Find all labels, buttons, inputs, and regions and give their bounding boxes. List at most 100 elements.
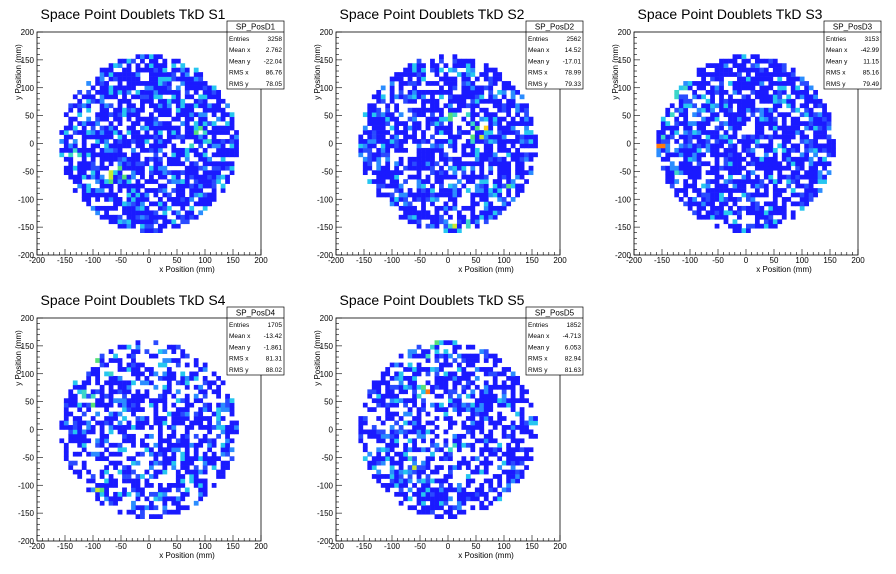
histogram-bin xyxy=(184,210,190,216)
histogram-bin xyxy=(389,456,395,462)
y-tick-label: 100 xyxy=(320,84,334,93)
histogram-bin xyxy=(180,465,186,470)
histogram-bin xyxy=(376,478,382,484)
histogram-bin xyxy=(198,420,204,426)
histogram-bin xyxy=(528,165,534,171)
histogram-bin xyxy=(430,63,435,68)
histogram-bin xyxy=(786,174,792,180)
histogram-bin xyxy=(162,165,168,171)
histogram-bin xyxy=(376,116,382,122)
histogram-bin xyxy=(772,63,778,68)
histogram-bin xyxy=(465,375,471,381)
histogram-bin xyxy=(456,438,462,444)
histogram-bin xyxy=(126,161,132,167)
histogram-bin xyxy=(808,143,814,149)
histogram-bin xyxy=(153,384,159,390)
histogram-bin xyxy=(367,116,373,122)
histogram-bin xyxy=(452,143,458,149)
histogram-bin xyxy=(90,152,96,158)
histogram-bin xyxy=(510,451,516,457)
histogram-bin xyxy=(692,147,698,153)
histogram-bin xyxy=(465,371,471,377)
histogram-bin xyxy=(497,143,503,149)
histogram-bin xyxy=(416,478,422,484)
histogram-bin xyxy=(741,103,747,109)
histogram-bin xyxy=(376,165,382,171)
histogram-bin xyxy=(166,85,172,91)
histogram-bin xyxy=(434,407,440,412)
y-tick-label: 150 xyxy=(618,56,632,65)
histogram-bin xyxy=(135,389,141,395)
histogram-bin xyxy=(448,398,453,404)
histogram-bin xyxy=(804,201,810,207)
histogram-bin xyxy=(81,393,87,399)
histogram-bin xyxy=(510,447,516,453)
histogram-bin xyxy=(207,438,213,444)
histogram-bin xyxy=(131,107,136,113)
histogram-bin xyxy=(795,121,801,126)
histogram-bin xyxy=(728,103,733,109)
histogram-bin xyxy=(211,192,217,198)
histogram-bin xyxy=(149,460,154,466)
histogram-bin xyxy=(229,398,235,404)
histogram-bin xyxy=(144,447,150,453)
histogram-bin xyxy=(104,179,109,184)
histogram-bin xyxy=(452,156,458,162)
histogram-bin xyxy=(456,496,462,502)
histogram-bin xyxy=(407,210,413,216)
histogram-bin xyxy=(506,121,512,126)
histogram-bin xyxy=(63,125,69,131)
histogram-bin xyxy=(113,398,118,404)
histogram-bin xyxy=(790,72,796,77)
histogram-bin xyxy=(189,81,195,86)
histogram-bin xyxy=(175,179,181,184)
histogram-bin xyxy=(474,98,480,104)
histogram-bin xyxy=(104,67,109,73)
histogram-bin xyxy=(157,130,163,135)
histogram-bin xyxy=(488,420,494,426)
histogram-bin xyxy=(421,389,426,395)
histogram-bin xyxy=(506,103,512,109)
histogram-bin xyxy=(95,483,101,488)
histogram-bin xyxy=(193,456,199,462)
histogram-bin xyxy=(95,456,101,462)
histogram-bin xyxy=(741,107,747,113)
histogram-bin xyxy=(412,197,417,202)
histogram-bin xyxy=(198,438,204,444)
histogram-bin xyxy=(193,500,199,506)
histogram-bin xyxy=(99,156,105,162)
histogram-bin xyxy=(781,174,787,180)
histogram-bin xyxy=(497,98,503,104)
histogram-bin xyxy=(157,438,163,444)
histogram-bin xyxy=(394,371,400,377)
histogram-bin xyxy=(705,134,711,140)
histogram-bin xyxy=(750,192,756,198)
histogram-bin xyxy=(412,116,417,122)
histogram-bin xyxy=(470,197,476,202)
histogram-bin xyxy=(184,353,190,359)
histogram-bin xyxy=(786,147,792,153)
histogram-bin xyxy=(202,94,208,100)
histogram-bin xyxy=(77,416,83,421)
histogram-bin xyxy=(492,451,498,457)
histogram-bin xyxy=(166,98,172,104)
histogram-bin xyxy=(732,147,738,153)
histogram-bin xyxy=(813,170,818,176)
histogram-bin xyxy=(714,188,720,193)
histogram-bin xyxy=(461,170,467,176)
histogram-bin xyxy=(777,63,783,68)
histogram-bin xyxy=(696,205,702,211)
histogram-bin xyxy=(135,201,141,207)
histogram-bin xyxy=(790,125,796,131)
histogram-bin xyxy=(398,197,404,202)
x-tick-label: -150 xyxy=(356,542,373,551)
histogram-bin xyxy=(99,491,105,497)
histogram-bin xyxy=(790,107,796,113)
histogram-bin xyxy=(407,384,413,390)
histogram-bin xyxy=(412,205,417,211)
histogram-bin xyxy=(99,358,105,363)
histogram-bin xyxy=(216,143,221,149)
histogram-bin xyxy=(81,447,87,453)
histogram-bin xyxy=(184,197,190,202)
histogram-bin xyxy=(113,442,118,448)
